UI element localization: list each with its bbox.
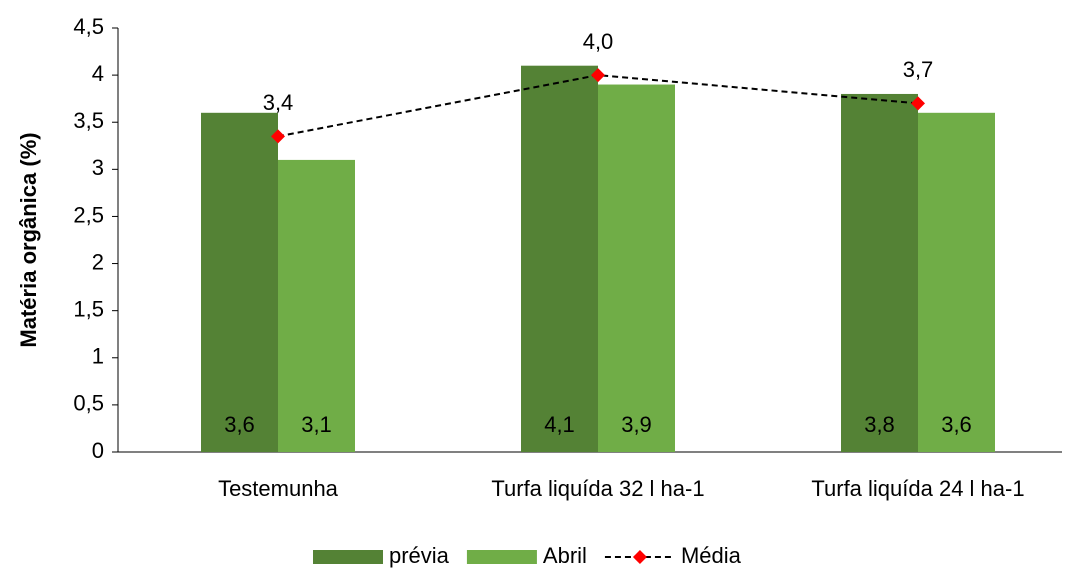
bar (598, 85, 675, 452)
y-tick-label: 2,5 (73, 202, 104, 227)
bar (521, 66, 598, 452)
legend-marker (633, 550, 647, 564)
legend-label: Média (681, 543, 742, 568)
value-label: 3,1 (301, 412, 332, 437)
y-tick-label: 4 (92, 61, 104, 86)
legend-label: Abril (543, 543, 587, 568)
y-tick-label: 1 (92, 344, 104, 369)
bar (201, 113, 278, 452)
legend-swatch (467, 550, 537, 564)
bar (918, 113, 995, 452)
y-tick-label: 3 (92, 155, 104, 180)
legend-label: prévia (389, 543, 450, 568)
y-tick-label: 0 (92, 438, 104, 463)
y-axis-label: Matéria orgânica (%) (16, 132, 41, 347)
y-tick-label: 3,5 (73, 108, 104, 133)
y-tick-label: 4,5 (73, 14, 104, 39)
y-tick-label: 2 (92, 249, 104, 274)
y-tick-label: 1,5 (73, 296, 104, 321)
x-tick-label: Turfa liquída 24 l ha-1 (811, 476, 1024, 501)
value-label: 3,4 (263, 90, 294, 115)
chart: Matéria orgânica (%) 0 0,5 1 1,5 2 2,5 3 3,5 4 4,… (0, 0, 1070, 574)
bar (278, 160, 355, 452)
value-label: 3,8 (864, 412, 895, 437)
value-label: 4,1 (544, 412, 575, 437)
bar (841, 94, 918, 452)
x-tick-label: Turfa liquída 32 l ha-1 (491, 476, 704, 501)
value-label: 3,6 (224, 412, 255, 437)
x-tick-label: Testemunha (218, 476, 339, 501)
value-label: 3,9 (621, 412, 652, 437)
value-label: 3,6 (941, 412, 972, 437)
value-label: 3,7 (903, 57, 934, 82)
value-label: 4,0 (583, 29, 614, 54)
legend-swatch (313, 550, 383, 564)
y-tick-label: 0,5 (73, 391, 104, 416)
